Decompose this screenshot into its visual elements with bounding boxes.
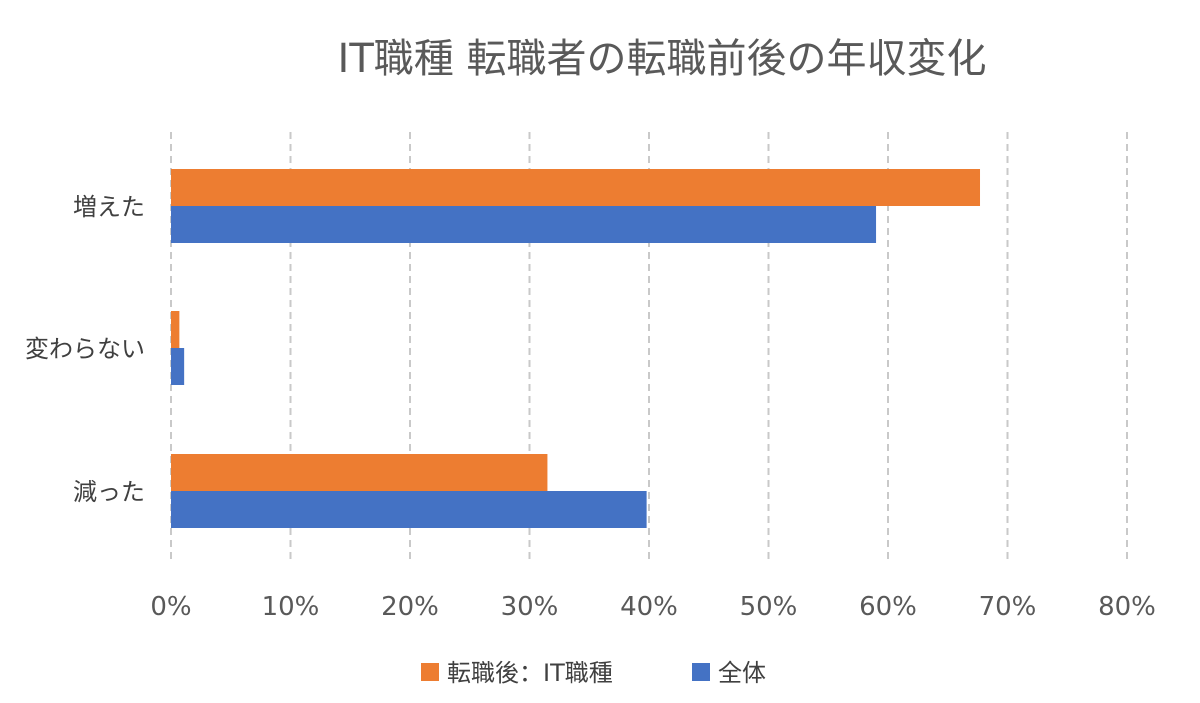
bar [171, 169, 981, 206]
x-tick-label: 40% [620, 592, 678, 622]
legend-label: 全体 [718, 659, 766, 687]
x-tick-label: 10% [262, 592, 320, 622]
bars [171, 169, 981, 528]
x-tick-label: 50% [740, 592, 798, 622]
x-tick-label: 30% [501, 592, 559, 622]
x-tick-label: 20% [381, 592, 439, 622]
x-tick-label: 60% [859, 592, 917, 622]
bar [171, 206, 877, 243]
category-label: 減った [73, 478, 145, 506]
x-tick-label: 80% [1098, 592, 1156, 622]
bar [171, 491, 647, 528]
legend-label: 転職後：IT職種 [447, 659, 613, 687]
x-tick-label: 70% [979, 592, 1037, 622]
bar [171, 348, 185, 385]
category-label: 増えた [73, 193, 145, 221]
category-label: 変わらない [25, 335, 145, 363]
chart-title: IT職種 転職者の転職前後の年収変化 [338, 36, 987, 82]
x-tick-label: 0% [150, 592, 191, 622]
legend-swatch [692, 663, 710, 681]
bar [171, 311, 180, 348]
legend-swatch [421, 663, 439, 681]
legend: 転職後：IT職種 全体 [421, 659, 766, 687]
x-tick-labels: 0% 10% 20% 30% 40% 50% 60% 70% 80% [150, 592, 1156, 622]
bar [171, 454, 548, 491]
